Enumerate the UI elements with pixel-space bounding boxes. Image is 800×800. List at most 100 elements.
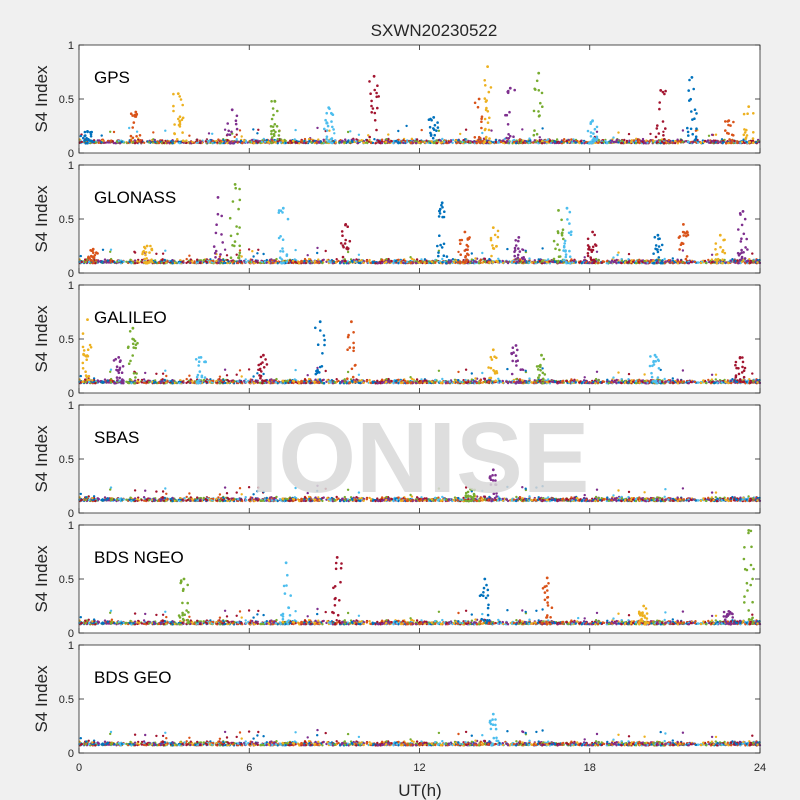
data-point — [721, 141, 725, 144]
data-point — [100, 141, 103, 144]
data-point — [164, 129, 167, 132]
data-point — [334, 261, 338, 264]
data-point — [303, 259, 306, 263]
data-point — [286, 217, 290, 221]
data-point — [238, 254, 241, 257]
data-point — [586, 254, 590, 258]
data-point — [538, 139, 541, 143]
data-point — [743, 257, 747, 260]
data-point-peak — [591, 230, 594, 234]
data-point — [170, 140, 173, 143]
data-point — [724, 120, 727, 123]
data-point — [570, 258, 573, 261]
data-point — [178, 261, 181, 265]
data-point — [340, 141, 343, 144]
data-point-peak — [344, 223, 348, 226]
data-point — [517, 247, 520, 250]
data-point — [483, 97, 487, 100]
data-point — [740, 237, 743, 240]
data-point — [742, 232, 746, 236]
data-points — [78, 65, 761, 145]
data-point-peak — [91, 247, 95, 251]
data-point — [533, 259, 536, 262]
data-point — [325, 121, 329, 125]
data-point — [661, 138, 664, 141]
data-point — [715, 259, 719, 263]
data-point — [317, 258, 320, 261]
data-point — [177, 123, 181, 127]
data-point — [535, 79, 539, 83]
data-point — [212, 139, 215, 143]
data-point — [373, 138, 376, 141]
data-point — [663, 377, 666, 381]
data-point — [228, 141, 232, 145]
data-point — [279, 209, 283, 212]
data-point — [212, 259, 215, 263]
data-point — [578, 261, 581, 264]
data-point — [484, 108, 488, 112]
data-point — [540, 260, 544, 263]
data-point — [355, 140, 358, 143]
data-point — [678, 248, 681, 251]
data-point — [595, 137, 599, 140]
data-point — [627, 261, 630, 264]
data-point — [317, 138, 320, 141]
data-point — [271, 259, 274, 262]
data-point — [653, 235, 657, 239]
data-point — [173, 132, 176, 135]
data-point — [368, 258, 371, 262]
data-point — [276, 109, 279, 113]
data-point — [300, 139, 303, 143]
data-point — [589, 135, 593, 138]
data-point — [699, 261, 703, 265]
data-point — [325, 111, 329, 115]
data-point — [196, 138, 199, 141]
data-point — [592, 132, 595, 135]
data-point — [687, 134, 690, 137]
data-point — [185, 141, 188, 145]
data-point — [308, 139, 311, 143]
data-point — [737, 228, 740, 231]
data-point — [562, 237, 565, 241]
data-point — [88, 256, 91, 260]
data-point — [580, 142, 583, 145]
data-point — [730, 141, 733, 144]
data-point — [593, 243, 597, 246]
data-point — [134, 115, 138, 118]
data-point — [298, 262, 301, 265]
data-point — [368, 135, 372, 139]
data-point — [289, 139, 292, 142]
data-point — [332, 260, 336, 263]
data-point — [138, 134, 142, 137]
data-point — [429, 133, 433, 136]
data-point — [152, 131, 155, 134]
data-point — [106, 259, 110, 262]
data-point — [433, 123, 437, 127]
data-point — [568, 222, 571, 225]
data-point — [135, 130, 139, 133]
data-point — [270, 141, 274, 145]
data-point — [240, 135, 243, 138]
data-point — [494, 140, 497, 144]
data-point — [271, 139, 274, 142]
data-point — [656, 250, 660, 254]
data-point — [496, 235, 500, 239]
data-point — [373, 88, 377, 92]
data-point — [467, 261, 470, 264]
data-point — [392, 262, 395, 265]
data-point — [256, 132, 259, 135]
data-point — [439, 141, 442, 145]
data-point — [751, 259, 755, 262]
data-point — [171, 142, 174, 145]
data-point — [96, 252, 99, 255]
data-point — [286, 141, 290, 144]
data-point — [552, 257, 556, 261]
data-point-peak — [557, 209, 560, 212]
data-point — [748, 140, 751, 144]
data-point — [244, 378, 247, 381]
data-point — [489, 86, 493, 89]
data-point — [681, 129, 685, 132]
data-point — [101, 248, 105, 251]
data-point — [537, 89, 541, 92]
